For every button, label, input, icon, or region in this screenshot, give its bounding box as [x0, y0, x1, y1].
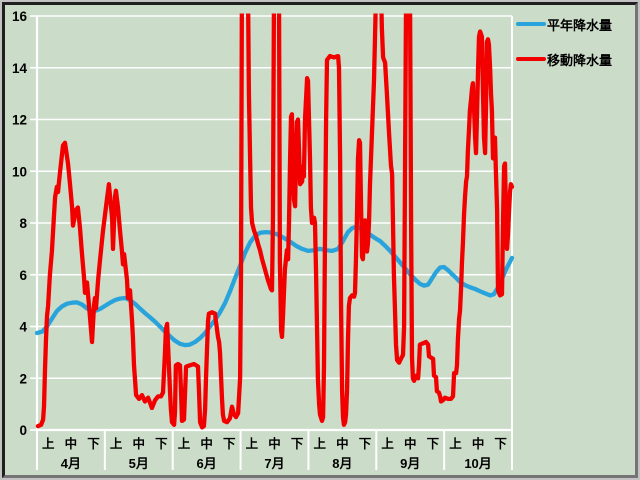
month-label: 5月 [129, 456, 149, 471]
month-label: 9月 [400, 456, 420, 471]
y-tick-label: 10 [12, 164, 27, 179]
y-tick-label: 4 [19, 320, 27, 335]
period-label: 中 [133, 436, 146, 451]
period-label: 上 [110, 436, 123, 451]
month-label: 7月 [264, 456, 284, 471]
period-label: 上 [42, 436, 55, 451]
legend-label-normal-precip: 平年降水量 [547, 17, 613, 33]
month-label: 10月 [464, 456, 491, 471]
period-label: 下 [155, 437, 168, 451]
legend-item-moving-precip: 移動降水量 [516, 47, 612, 71]
period-label: 中 [336, 436, 349, 451]
period-label: 下 [359, 437, 372, 451]
month-label: 6月 [197, 456, 217, 471]
legend-line-sample-blue [516, 22, 546, 26]
y-tick-label: 16 [12, 9, 28, 24]
series-line-idou [35, 13, 515, 430]
period-label: 下 [291, 437, 304, 451]
period-label: 下 [223, 437, 236, 451]
period-label: 上 [313, 436, 326, 451]
period-label: 上 [449, 436, 462, 451]
period-label: 中 [268, 436, 281, 451]
period-label: 上 [246, 436, 259, 451]
month-label: 4月 [61, 456, 81, 471]
period-label: 上 [381, 436, 394, 451]
month-label: 8月 [332, 456, 352, 471]
legend-label-moving-precip: 移動降水量 [547, 52, 613, 68]
y-tick-label: 12 [12, 113, 27, 128]
period-label: 中 [65, 436, 78, 451]
y-tick-label: 14 [12, 61, 28, 76]
y-tick-label: 6 [19, 268, 27, 283]
legend-line-sample-red [516, 57, 546, 61]
period-label: 中 [472, 436, 485, 451]
period-label: 下 [494, 437, 507, 451]
legend: 平年降水量 移動降水量 [516, 12, 612, 82]
y-tick-label: 8 [19, 216, 27, 231]
legend-item-normal-precip: 平年降水量 [516, 12, 612, 36]
period-label: 下 [427, 437, 440, 451]
period-label: 下 [87, 437, 100, 451]
period-label: 中 [404, 436, 417, 451]
y-tick-label: 2 [19, 371, 27, 386]
period-label: 中 [200, 436, 213, 451]
y-tick-label: 0 [19, 423, 27, 438]
period-label: 上 [178, 436, 191, 451]
